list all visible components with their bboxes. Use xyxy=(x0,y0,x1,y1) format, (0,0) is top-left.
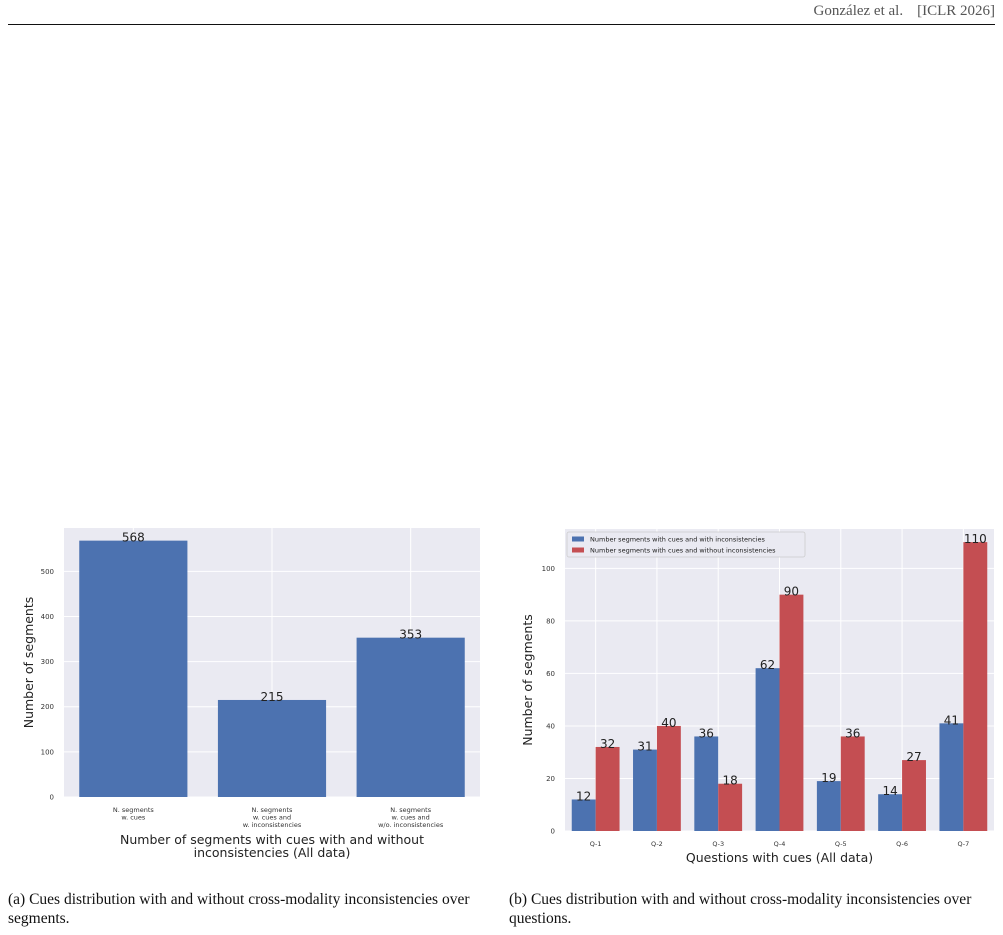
bar-value-label: 41 xyxy=(944,713,959,727)
legend-swatch xyxy=(572,536,584,542)
x-tick-label: N. segments xyxy=(252,806,294,814)
bar-with-inconsistencies xyxy=(571,799,596,831)
y-tick-label: 20 xyxy=(546,775,555,783)
y-tick-label: 400 xyxy=(41,613,54,621)
header-rule xyxy=(8,24,995,25)
x-tick-label: Q-7 xyxy=(957,840,969,848)
bar-value-label: 19 xyxy=(821,771,836,785)
bar xyxy=(356,637,465,797)
x-tick-label: N. segments xyxy=(113,806,155,814)
x-tick-label: N. segments xyxy=(390,806,432,814)
y-tick-label: 80 xyxy=(546,617,555,625)
bar-without-inconsistencies xyxy=(902,760,926,831)
bar-value-label: 12 xyxy=(576,789,591,803)
y-tick-label: 500 xyxy=(41,568,54,576)
caption-b: (b) Cues distribution with and without c… xyxy=(509,891,972,927)
x-axis-label: inconsistencies (All data) xyxy=(194,845,351,860)
running-header: González et al. [ICLR 2026] xyxy=(814,3,995,20)
bar-with-inconsistencies xyxy=(694,736,719,831)
bar-value-label: 40 xyxy=(661,716,676,730)
bar-with-inconsistencies xyxy=(633,749,657,831)
x-tick-label: Q-4 xyxy=(774,840,786,848)
bar-value-label: 18 xyxy=(723,774,738,788)
bar-value-label: 36 xyxy=(845,726,860,740)
x-tick-label: Q-1 xyxy=(590,840,602,848)
bar-with-inconsistencies xyxy=(816,781,841,831)
bar-value-label: 90 xyxy=(784,585,799,599)
x-tick-label: w. cues xyxy=(121,814,146,822)
bar-with-inconsistencies xyxy=(878,794,903,831)
y-tick-label: 100 xyxy=(41,748,54,756)
bar-value-label: 36 xyxy=(699,726,714,740)
x-tick-label: w/o. inconsistencies xyxy=(378,821,444,829)
bar-value-label: 27 xyxy=(906,750,921,764)
x-tick-label: Q-3 xyxy=(712,840,724,848)
bar-value-label: 353 xyxy=(399,628,422,642)
questions-bar-chart: 0 20 40 60 80 100 12 32 Q-1 31 40 Q-2 36 18 Q-3 62 90 Q-4… xyxy=(520,529,994,865)
y-tick-label: 300 xyxy=(41,658,54,666)
legend-swatch xyxy=(572,547,584,553)
y-tick-label: 40 xyxy=(546,722,555,730)
y-tick-label: 0 xyxy=(50,794,54,802)
bar-without-inconsistencies xyxy=(779,594,804,831)
bar-without-inconsistencies xyxy=(840,736,865,831)
x-tick-label: Q-6 xyxy=(896,840,908,848)
x-tick-label: Q-5 xyxy=(835,840,847,848)
bar-without-inconsistencies xyxy=(963,542,988,831)
x-axis-label: Questions with cues (All data) xyxy=(686,850,873,865)
y-tick-label: 100 xyxy=(542,565,555,573)
x-tick-label: w. cues and xyxy=(392,814,430,822)
y-tick-label: 60 xyxy=(546,670,555,678)
bar xyxy=(79,540,188,797)
bar-without-inconsistencies xyxy=(656,725,681,831)
y-axis-label: Number of segments xyxy=(520,614,535,746)
legend-box xyxy=(566,531,806,558)
bar-with-inconsistencies xyxy=(939,723,964,831)
x-tick-label: w. cues and xyxy=(253,814,291,822)
bar xyxy=(217,699,327,797)
legend-label: Number segments with cues and without in… xyxy=(590,547,776,555)
header-venue: [ICLR 2026] xyxy=(917,3,995,19)
caption-a: (a) Cues distribution with and without c… xyxy=(8,891,470,927)
y-tick-label: 0 xyxy=(551,828,555,836)
bar-value-label: 31 xyxy=(637,740,652,754)
bar-value-label: 32 xyxy=(600,737,615,751)
legend-label: Number segments with cues and with incon… xyxy=(590,536,766,544)
bar-value-label: 14 xyxy=(882,784,897,798)
bar-with-inconsistencies xyxy=(755,668,780,831)
bar-without-inconsistencies xyxy=(718,783,743,831)
bar-value-label: 62 xyxy=(760,658,775,672)
header-authors: González et al. xyxy=(813,3,904,19)
y-tick-label: 200 xyxy=(41,703,54,711)
bar-without-inconsistencies xyxy=(595,746,620,831)
bar-value-label: 110 xyxy=(964,532,987,546)
y-axis-label: Number of segments xyxy=(21,597,36,729)
x-tick-label: Q-2 xyxy=(651,840,663,848)
x-tick-label: w. inconsistencies xyxy=(243,821,302,829)
x-axis-label: Number of segments with cues with and wi… xyxy=(120,832,424,847)
bar-value-label: 215 xyxy=(261,690,284,704)
bar-value-label: 568 xyxy=(122,531,145,545)
